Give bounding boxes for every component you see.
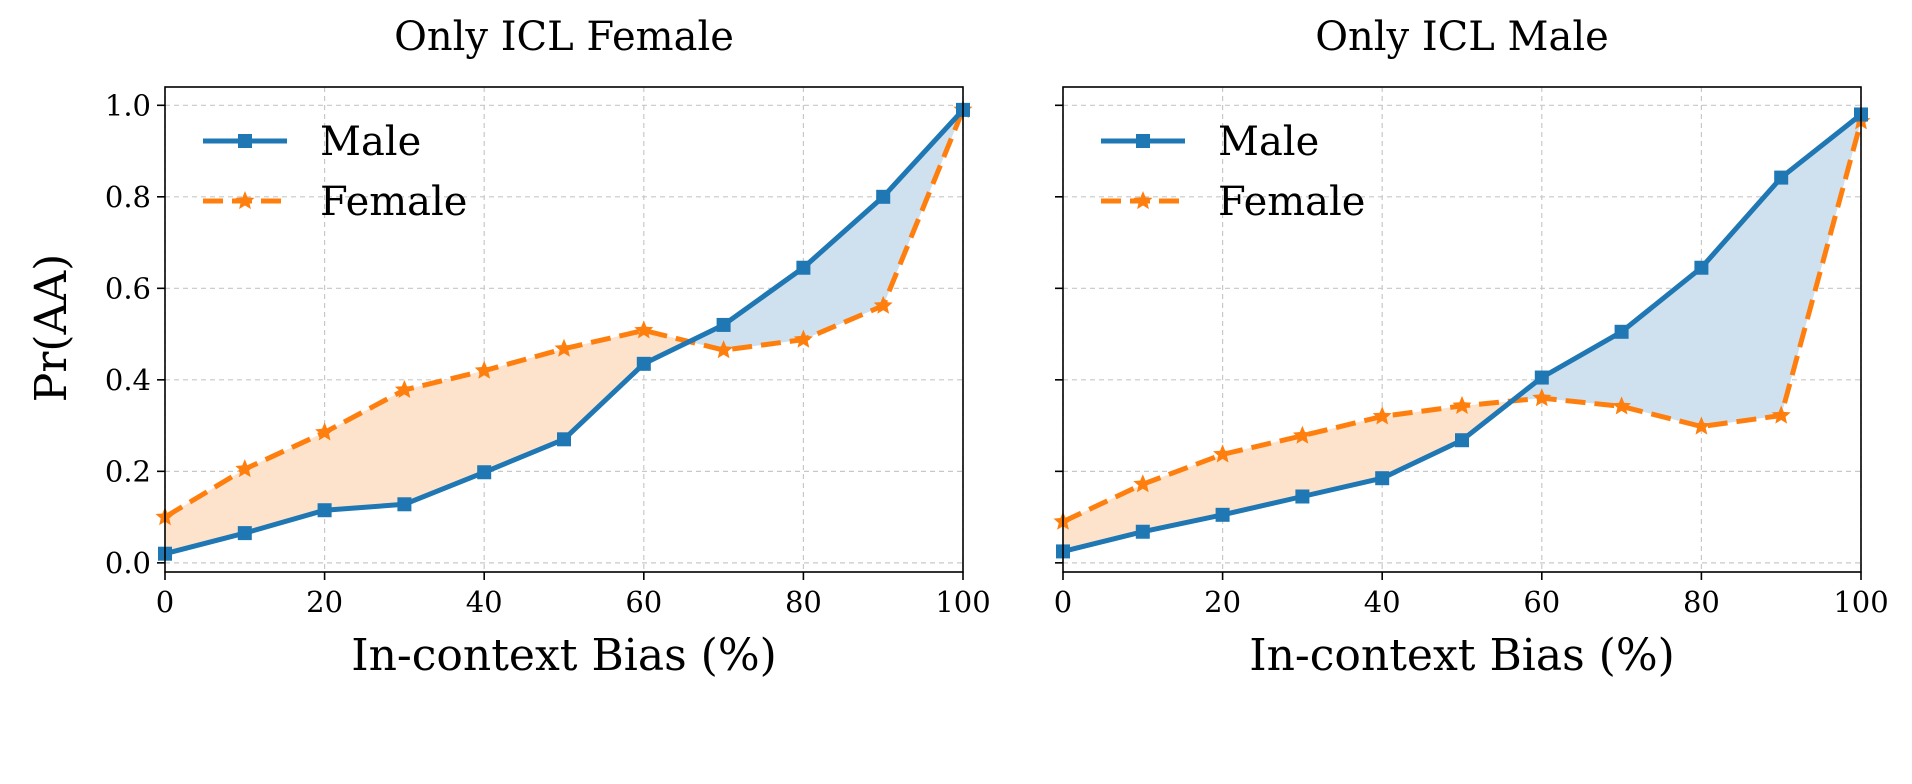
data-point-female [554, 338, 574, 357]
data-point-male [1694, 260, 1709, 275]
data-point-female [1452, 395, 1472, 414]
x-tick-label: 80 [785, 585, 822, 619]
x-tick-label: 80 [1683, 585, 1720, 619]
data-point-male [716, 317, 731, 332]
fill-male-above [689, 109, 963, 351]
legend-marker-female [1133, 191, 1153, 210]
data-point-male [1614, 324, 1629, 339]
data-point-female [1292, 425, 1312, 444]
y-tick-label: 1.0 [105, 88, 151, 122]
data-point-female [1213, 444, 1233, 463]
data-point-female [1771, 405, 1791, 424]
legend-label-female: Female [320, 179, 467, 225]
x-tick-label: 0 [1054, 585, 1072, 619]
axes-frame [164, 86, 964, 573]
x-axis-label: In-context Bias (%) [351, 630, 777, 681]
legend-label-male: Male [320, 119, 421, 165]
data-point-female [714, 340, 734, 359]
x-tick-label: 100 [935, 585, 990, 619]
x-axis-label: In-context Bias (%) [1249, 630, 1675, 681]
data-point-female [1691, 416, 1711, 435]
panel-only-icl-male: 0 20 40 60 80 100 Only ICL Male In-context Bias… [1053, 14, 1889, 681]
data-point-male [1375, 471, 1390, 486]
data-point-male [317, 503, 332, 518]
fill-female-above [165, 330, 690, 554]
data-point-female [394, 379, 414, 398]
legend: Male Female [203, 119, 467, 225]
data-point-male [237, 526, 252, 541]
x-tick-label: 40 [466, 585, 503, 619]
fill-male-above [1511, 114, 1861, 427]
y-axis-label: Pr(AA) [26, 254, 77, 403]
data-point-female [315, 422, 335, 441]
chart-title: Only ICL Male [1315, 14, 1609, 60]
data-point-male [1215, 507, 1230, 522]
data-point-male [1135, 524, 1150, 539]
fill-female-above [1063, 401, 1512, 552]
data-point-female [235, 459, 255, 478]
data-point-male [876, 189, 891, 204]
panel-only-icl-female: 0 20 40 60 80 100 0.0 0.2 0.4 0.6 0.8 1.0 Only ICL F… [105, 14, 991, 681]
data-point-female [1133, 474, 1153, 493]
data-point-female [1612, 396, 1632, 415]
data-point-female [793, 329, 813, 348]
data-point-male [1534, 370, 1549, 385]
data-point-male [397, 497, 412, 512]
grid [1062, 87, 1862, 572]
data-point-male [1774, 170, 1789, 185]
x-tick-label: 40 [1364, 585, 1401, 619]
legend-label-female: Female [1218, 179, 1365, 225]
y-tick-label: 0.4 [105, 363, 151, 397]
data-point-male [477, 465, 492, 480]
y-tick-label: 0.2 [105, 454, 151, 488]
data-point-male [1295, 489, 1310, 504]
x-tick-label: 20 [306, 585, 343, 619]
data-point-female [1372, 406, 1392, 425]
legend-marker-male [1136, 134, 1150, 148]
data-point-male [1455, 433, 1469, 448]
axes-frame [1062, 86, 1862, 573]
y-tick-label: 0.6 [105, 271, 151, 305]
x-tick-label: 60 [1523, 585, 1560, 619]
x-tick-label: 100 [1833, 585, 1888, 619]
x-tick-label: 60 [625, 585, 662, 619]
data-point-male [636, 356, 651, 371]
legend-marker-female [235, 191, 255, 210]
data-point-female [873, 295, 893, 314]
data-point-female [1532, 388, 1552, 407]
data-point-male [557, 432, 571, 447]
x-tick-label: 20 [1204, 585, 1241, 619]
chart-title: Only ICL Female [394, 14, 734, 60]
data-point-male [796, 260, 811, 275]
data-point-female [634, 320, 654, 339]
legend-label-male: Male [1218, 119, 1319, 165]
y-tick-label: 0.0 [105, 546, 151, 580]
data-point-female [474, 360, 494, 379]
y-tick-label: 0.8 [105, 180, 151, 214]
legend-marker-male [238, 134, 252, 148]
x-tick-label: 0 [156, 585, 174, 619]
legend: Male Female [1101, 119, 1365, 225]
